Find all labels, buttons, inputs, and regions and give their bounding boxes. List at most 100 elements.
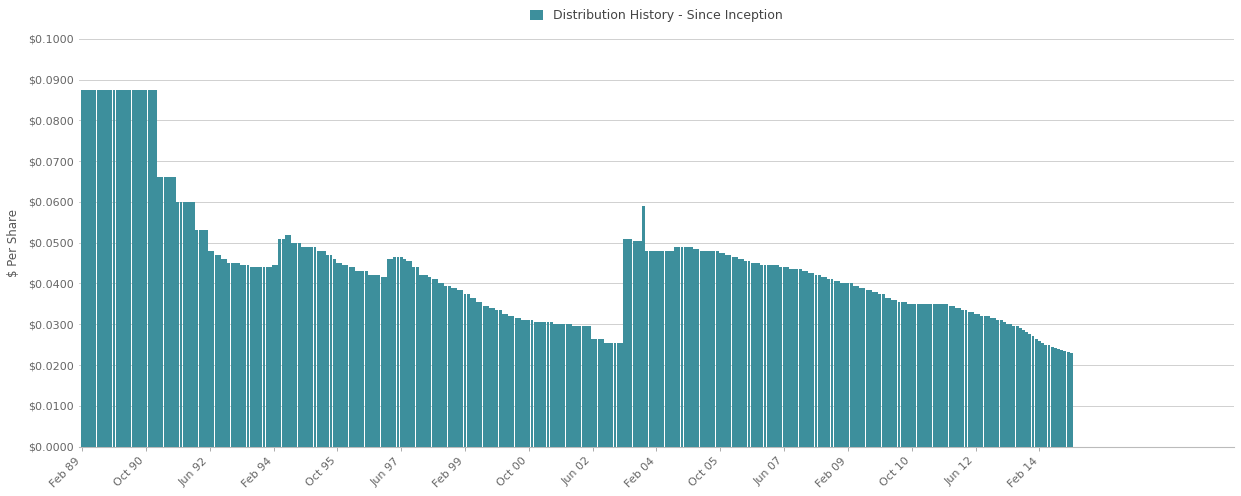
Bar — [215, 255, 217, 446]
Bar — [93, 90, 97, 446]
Bar — [115, 90, 119, 446]
Bar — [970, 312, 974, 446]
Bar — [1009, 324, 1013, 446]
Bar — [862, 288, 865, 446]
Bar — [830, 279, 834, 446]
Bar — [850, 284, 853, 446]
Bar — [326, 255, 329, 446]
Bar — [897, 302, 901, 446]
Bar — [1035, 338, 1037, 446]
Bar — [464, 294, 467, 446]
Bar — [613, 343, 617, 446]
Bar — [371, 275, 374, 446]
Bar — [591, 338, 594, 446]
Bar — [553, 324, 556, 446]
Bar — [225, 259, 227, 446]
Bar — [911, 304, 913, 446]
Bar — [259, 267, 262, 446]
Bar — [598, 338, 601, 446]
Bar — [869, 290, 871, 446]
Bar — [1037, 341, 1041, 446]
Bar — [722, 253, 725, 446]
Bar — [974, 314, 977, 446]
Bar — [725, 255, 728, 446]
Bar — [671, 251, 674, 446]
Bar — [907, 304, 910, 446]
Bar — [649, 251, 652, 446]
Bar — [282, 239, 284, 446]
Bar — [196, 231, 199, 446]
Bar — [735, 257, 737, 446]
Bar — [381, 277, 383, 446]
Bar — [668, 251, 670, 446]
Bar — [442, 284, 444, 446]
Bar — [710, 251, 712, 446]
Bar — [367, 275, 371, 446]
Bar — [627, 239, 629, 446]
Bar — [997, 320, 999, 446]
Bar — [678, 247, 680, 446]
Bar — [288, 235, 290, 446]
Bar — [97, 90, 99, 446]
Bar — [643, 206, 645, 446]
Bar — [256, 267, 259, 446]
Bar — [879, 294, 881, 446]
Bar — [227, 263, 231, 446]
Bar — [377, 275, 380, 446]
Bar — [578, 326, 581, 446]
Bar — [875, 292, 879, 446]
Bar — [294, 243, 298, 446]
Bar — [450, 288, 454, 446]
Bar — [700, 251, 702, 446]
Bar — [158, 178, 160, 446]
Bar — [546, 322, 550, 446]
Bar — [432, 279, 434, 446]
Bar — [444, 286, 447, 446]
Bar — [170, 178, 172, 446]
Bar — [836, 281, 840, 446]
Bar — [343, 265, 345, 446]
Bar — [690, 247, 692, 446]
Bar — [419, 275, 422, 446]
Bar — [349, 267, 351, 446]
Bar — [939, 304, 942, 446]
Bar — [151, 90, 154, 446]
Bar — [211, 251, 215, 446]
Bar — [323, 251, 326, 446]
Bar — [454, 288, 457, 446]
Bar — [745, 261, 747, 446]
Bar — [585, 326, 588, 446]
Bar — [486, 306, 489, 446]
Bar — [844, 284, 846, 446]
Bar — [91, 90, 93, 446]
Bar — [416, 267, 418, 446]
Bar — [339, 263, 343, 446]
Bar — [174, 178, 176, 446]
Bar — [582, 326, 585, 446]
Bar — [946, 304, 948, 446]
Bar — [958, 308, 961, 446]
Bar — [320, 251, 323, 446]
Bar — [706, 251, 709, 446]
Bar — [913, 304, 916, 446]
Bar — [308, 247, 310, 446]
Bar — [479, 302, 483, 446]
Bar — [696, 249, 700, 446]
Bar — [773, 265, 776, 446]
Bar — [428, 277, 432, 446]
Bar — [333, 259, 335, 446]
Y-axis label: $ Per Share: $ Per Share — [7, 209, 20, 277]
Bar — [1057, 349, 1060, 446]
Bar — [272, 265, 276, 446]
Bar — [359, 271, 361, 446]
Bar — [818, 275, 820, 446]
Bar — [572, 326, 575, 446]
Bar — [747, 261, 751, 446]
Bar — [109, 90, 112, 446]
Bar — [658, 251, 661, 446]
Bar — [125, 90, 128, 446]
Bar — [410, 261, 412, 446]
Bar — [661, 251, 664, 446]
Bar — [805, 271, 808, 446]
Bar — [276, 265, 278, 446]
